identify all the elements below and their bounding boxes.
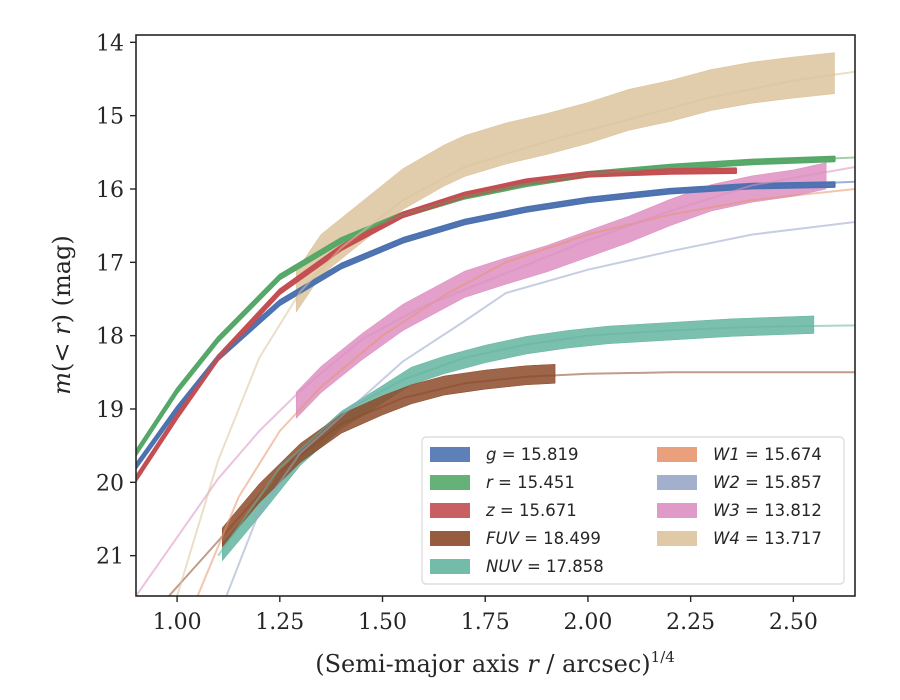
y-axis-title-m: m: [48, 372, 76, 395]
legend: g = 15.819 r = 15.451 z = 15.671 FUV = 18.4…: [421, 436, 845, 585]
legend-box: [421, 436, 845, 585]
x-tick-label: 2.50: [769, 610, 818, 635]
y-tick-label: 14: [96, 31, 124, 56]
legend-label-nuv: NUV = 17.858: [486, 557, 604, 576]
band-z: [136, 167, 738, 482]
y-tick-label: 19: [96, 398, 124, 423]
legend-swatch-g: [430, 447, 470, 462]
model-line-w4: [176, 70, 855, 596]
x-tick-label: 2.25: [666, 610, 715, 635]
axes: 1.00 1.25 1.50 1.75 2.00 2.25 2.50 14 15 16 17 18 19…: [96, 31, 856, 635]
legend-swatch-w4: [657, 531, 697, 546]
legend-label-w1: W1 = 15.674: [713, 445, 822, 464]
legend-label-g: g = 15.819: [486, 445, 579, 464]
band-r: [136, 155, 836, 457]
x-axis-title-suffix: / arcsec): [539, 650, 651, 678]
legend-swatch-nuv: [430, 559, 470, 574]
x-tick-label: 1.25: [255, 610, 304, 635]
legend-swatch-w2: [657, 475, 697, 490]
legend-label-w2: W2 = 15.857: [713, 473, 822, 492]
legend-label-w3: W3 = 13.812: [713, 501, 822, 520]
y-axis-title-unit: (mag): [48, 235, 76, 314]
legend-label-w4: W4 = 13.717: [713, 529, 822, 548]
x-tick-label: 1.75: [461, 610, 510, 635]
model-line-w3: [136, 166, 855, 596]
band-w4: [295, 52, 835, 313]
model-line-fuv: [168, 371, 855, 596]
legend-swatch-r: [430, 475, 470, 490]
model-line-nuv: [217, 324, 855, 557]
plot-frame: [135, 34, 856, 597]
model-line-w2: [225, 221, 855, 596]
band-g: [136, 181, 836, 470]
y-axis-title-open: (: [48, 363, 76, 372]
y-tick-label: 18: [96, 325, 124, 350]
legend-label-r: r = 15.451: [486, 473, 575, 492]
x-tick-label: 2.00: [563, 610, 612, 635]
legend-label-z: z = 15.671: [485, 501, 577, 520]
y-axis-title-r: r: [48, 322, 76, 335]
legend-label-fuv: FUV = 18.499: [486, 529, 601, 548]
y-tick-label: 15: [96, 105, 124, 130]
x-axis-title-prefix: (Semi-major axis: [315, 650, 527, 678]
y-tick-label: 21: [96, 545, 124, 570]
legend-swatch-w1: [657, 447, 697, 462]
model-line-z: [136, 169, 732, 480]
y-axis-title-lt: <: [48, 335, 76, 363]
y-axis-title: m(< r) (mag): [48, 235, 76, 395]
x-axis-title: (Semi-major axis r / arcsec)1/4: [315, 648, 675, 678]
legend-swatch-z: [430, 503, 470, 518]
model-line-layer: [136, 70, 855, 596]
x-tick-label: 1.50: [358, 610, 407, 635]
legend-swatch-w3: [657, 503, 697, 518]
y-tick-label: 20: [96, 471, 124, 496]
y-tick-label: 17: [96, 251, 124, 276]
legend-swatch-fuv: [430, 531, 470, 546]
y-axis-title-close: ): [48, 314, 76, 323]
x-axis-title-var: r: [527, 650, 540, 678]
band-fuv: [222, 364, 556, 548]
y-tick-label: 16: [96, 178, 124, 203]
x-axis-title-exponent: 1/4: [651, 648, 675, 666]
model-line-w1: [196, 188, 855, 596]
band-layer: [136, 52, 836, 562]
x-tick-label: 1.00: [153, 610, 202, 635]
